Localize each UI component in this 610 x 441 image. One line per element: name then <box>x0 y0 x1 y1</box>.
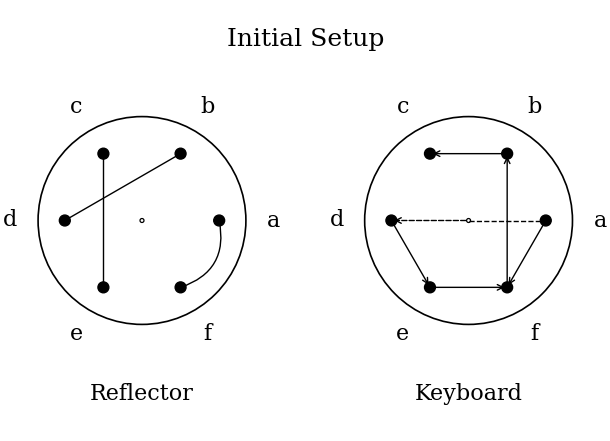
Text: b: b <box>527 96 542 117</box>
Circle shape <box>425 148 436 159</box>
Circle shape <box>175 282 186 293</box>
Circle shape <box>214 215 224 226</box>
Circle shape <box>98 148 109 159</box>
Text: b: b <box>201 96 215 117</box>
Text: c: c <box>396 96 409 117</box>
Text: c: c <box>70 96 82 117</box>
Text: e: e <box>396 324 409 345</box>
Circle shape <box>501 148 512 159</box>
Circle shape <box>98 282 109 293</box>
Text: Reflector: Reflector <box>90 383 194 405</box>
Text: d: d <box>330 209 344 232</box>
Text: f: f <box>204 324 212 345</box>
Circle shape <box>501 282 512 293</box>
Text: Initial Setup: Initial Setup <box>226 27 384 51</box>
Text: e: e <box>70 324 83 345</box>
Text: a: a <box>594 209 607 232</box>
Circle shape <box>59 215 70 226</box>
Text: d: d <box>3 209 18 232</box>
Text: f: f <box>530 324 539 345</box>
Circle shape <box>175 148 186 159</box>
Circle shape <box>386 215 397 226</box>
Text: a: a <box>267 209 280 232</box>
Circle shape <box>540 215 551 226</box>
Text: Keyboard: Keyboard <box>415 383 523 405</box>
Circle shape <box>425 282 436 293</box>
